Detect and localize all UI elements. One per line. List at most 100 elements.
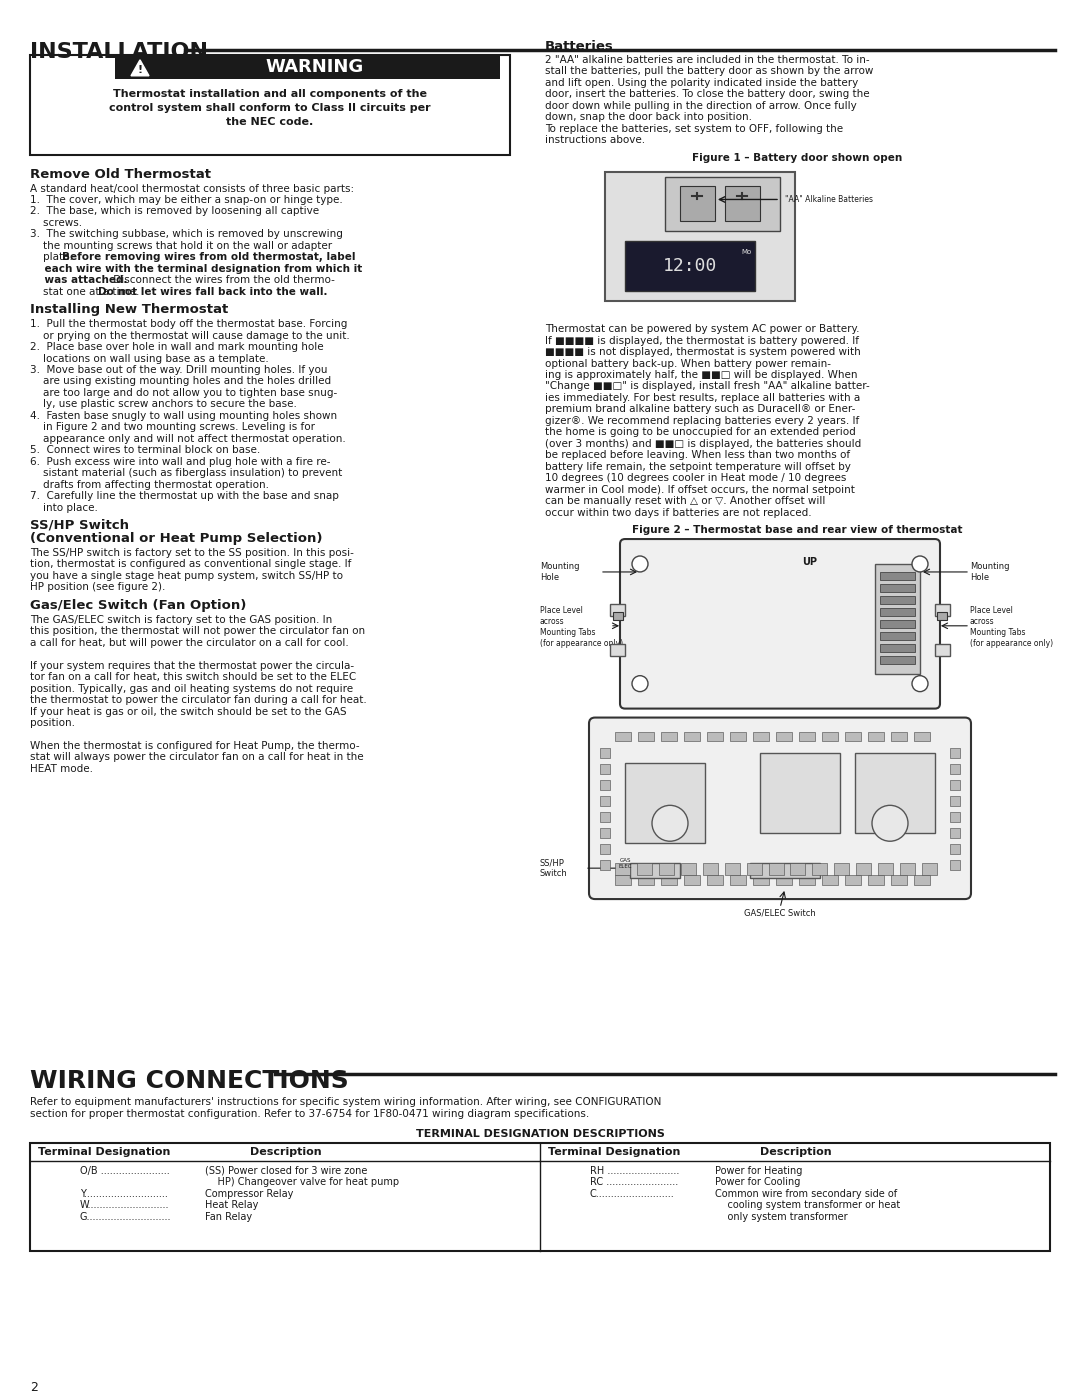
Bar — [914, 875, 930, 886]
Bar — [615, 875, 631, 886]
Bar — [845, 875, 861, 886]
Text: plate.: plate. — [30, 253, 76, 263]
Bar — [114, 54, 500, 78]
Circle shape — [632, 676, 648, 692]
Bar — [600, 781, 610, 791]
Text: If your system requires that the thermostat power the circula-: If your system requires that the thermos… — [30, 661, 354, 671]
Text: stat one at a time.: stat one at a time. — [30, 286, 143, 296]
Text: Installing New Thermostat: Installing New Thermostat — [30, 303, 228, 316]
Text: INSTALLATION: INSTALLATION — [30, 42, 208, 61]
Text: section for proper thermostat configuration. Refer to 37-6754 for 1F80-0471 wiri: section for proper thermostat configurat… — [30, 1109, 590, 1119]
Text: each wire with the terminal designation from which it: each wire with the terminal designation … — [30, 264, 362, 274]
Text: Power for Cooling: Power for Cooling — [715, 1178, 800, 1187]
Bar — [880, 571, 915, 580]
Bar — [684, 875, 700, 886]
Text: WIRING CONNECTIONS: WIRING CONNECTIONS — [30, 1069, 349, 1092]
Text: 3.  The switching subbase, which is removed by unscrewing: 3. The switching subbase, which is remov… — [30, 229, 342, 239]
Circle shape — [912, 676, 928, 692]
Text: gizer®. We recommend replacing batteries every 2 years. If: gizer®. We recommend replacing batteries… — [545, 416, 860, 426]
Bar — [600, 828, 610, 838]
Bar — [600, 796, 610, 806]
Text: GAS
ELEC: GAS ELEC — [618, 858, 632, 869]
Bar — [769, 863, 784, 875]
Text: are using existing mounting holes and the holes drilled: are using existing mounting holes and th… — [30, 376, 332, 387]
Text: premium brand alkaline battery such as Duracell® or Ener-: premium brand alkaline battery such as D… — [545, 404, 855, 415]
Bar — [703, 863, 718, 875]
Text: and lift open. Using the polarity indicated inside the battery: and lift open. Using the polarity indica… — [545, 78, 859, 88]
Bar — [707, 732, 723, 742]
Text: or prying on the thermostat will cause damage to the unit.: or prying on the thermostat will cause d… — [30, 331, 350, 341]
Text: Thermostat installation and all components of the
control system shall conform t: Thermostat installation and all componen… — [109, 89, 431, 127]
Text: HP position (see figure 2).: HP position (see figure 2). — [30, 583, 165, 592]
Bar — [935, 604, 950, 616]
Bar — [615, 732, 631, 742]
Bar — [950, 812, 960, 823]
Text: 3.  Move base out of the way. Drill mounting holes. If you: 3. Move base out of the way. Drill mount… — [30, 365, 327, 374]
Text: stall the batteries, pull the battery door as shown by the arrow: stall the batteries, pull the battery do… — [545, 66, 874, 77]
Text: The SS/HP switch is factory set to the SS position. In this posi-: The SS/HP switch is factory set to the S… — [30, 548, 354, 557]
Text: RC ........................: RC ........................ — [590, 1178, 678, 1187]
Bar — [834, 863, 849, 875]
Bar — [880, 631, 915, 640]
Bar — [725, 186, 760, 221]
Bar — [777, 732, 792, 742]
Text: cooling system transformer or heat: cooling system transformer or heat — [715, 1200, 901, 1210]
Text: If ■■■■ is displayed, the thermostat is battery powered. If: If ■■■■ is displayed, the thermostat is … — [545, 335, 859, 345]
Circle shape — [632, 556, 648, 571]
Text: WARNING: WARNING — [266, 57, 364, 75]
Text: position.: position. — [30, 718, 75, 728]
Text: Power for Heating: Power for Heating — [715, 1166, 802, 1176]
Bar — [730, 732, 746, 742]
Text: sistant material (such as fiberglass insulation) to prevent: sistant material (such as fiberglass ins… — [30, 468, 342, 478]
Text: Terminal Designation: Terminal Designation — [38, 1147, 171, 1157]
Bar — [610, 644, 625, 655]
Text: GAS/ELEC Switch: GAS/ELEC Switch — [744, 908, 815, 916]
Text: 1.  Pull the thermostat body off the thermostat base. Forcing: 1. Pull the thermostat body off the ther… — [30, 319, 348, 330]
Circle shape — [872, 805, 908, 841]
Text: W...........................: W........................... — [80, 1200, 170, 1210]
Bar — [600, 749, 610, 759]
Bar — [822, 732, 838, 742]
Text: "Change ■■□" is displayed, install fresh "AA" alkaline batter-: "Change ■■□" is displayed, install fresh… — [545, 381, 869, 391]
Bar — [615, 863, 630, 875]
Text: Gas/Elec Switch (Fan Option): Gas/Elec Switch (Fan Option) — [30, 599, 246, 612]
Text: down, snap the door back into position.: down, snap the door back into position. — [545, 112, 752, 122]
Text: Fan Relay: Fan Relay — [205, 1211, 252, 1222]
Text: the thermostat to power the circulator fan during a call for heat.: the thermostat to power the circulator f… — [30, 696, 367, 705]
Text: (SS) Power closed for 3 wire zone: (SS) Power closed for 3 wire zone — [205, 1166, 367, 1176]
Bar — [880, 620, 915, 627]
Bar — [900, 863, 915, 875]
Text: 12:00: 12:00 — [663, 257, 717, 275]
Text: the mounting screws that hold it on the wall or adapter: the mounting screws that hold it on the … — [30, 240, 333, 251]
Text: Batteries: Batteries — [545, 41, 613, 53]
Text: 2.  Place base over hole in wall and mark mounting hole: 2. Place base over hole in wall and mark… — [30, 342, 324, 352]
Bar — [30, 54, 510, 155]
Bar — [730, 875, 746, 886]
Text: Place Level
across
Mounting Tabs
(for appearance only): Place Level across Mounting Tabs (for ap… — [970, 606, 1053, 648]
Bar — [661, 875, 677, 886]
Text: "AA" Alkaline Batteries: "AA" Alkaline Batteries — [785, 196, 873, 204]
Text: ing is approximately half, the ■■□ will be displayed. When: ing is approximately half, the ■■□ will … — [545, 370, 858, 380]
FancyBboxPatch shape — [620, 539, 940, 708]
Bar — [880, 584, 915, 592]
Bar — [845, 732, 861, 742]
Bar — [753, 732, 769, 742]
Text: Terminal Designation: Terminal Designation — [548, 1147, 680, 1157]
Bar — [856, 863, 870, 875]
Text: Y............................: Y............................ — [80, 1189, 167, 1199]
Text: TERMINAL DESIGNATION DESCRIPTIONS: TERMINAL DESIGNATION DESCRIPTIONS — [416, 1129, 664, 1139]
Bar — [605, 172, 795, 302]
Text: HP) Changeover valve for heat pump: HP) Changeover valve for heat pump — [205, 1178, 400, 1187]
Text: in Figure 2 and two mounting screws. Leveling is for: in Figure 2 and two mounting screws. Lev… — [30, 422, 315, 432]
Text: occur within two days if batteries are not replaced.: occur within two days if batteries are n… — [545, 507, 812, 518]
Bar — [681, 863, 696, 875]
Bar — [625, 763, 705, 844]
Text: screws.: screws. — [30, 218, 82, 228]
Bar — [891, 875, 907, 886]
Bar — [600, 844, 610, 854]
Text: HEAT mode.: HEAT mode. — [30, 764, 93, 774]
Bar — [880, 597, 915, 604]
Text: Mounting
Hole: Mounting Hole — [540, 562, 580, 583]
Bar — [799, 875, 815, 886]
Text: door down while pulling in the direction of arrow. Once fully: door down while pulling in the direction… — [545, 101, 856, 110]
